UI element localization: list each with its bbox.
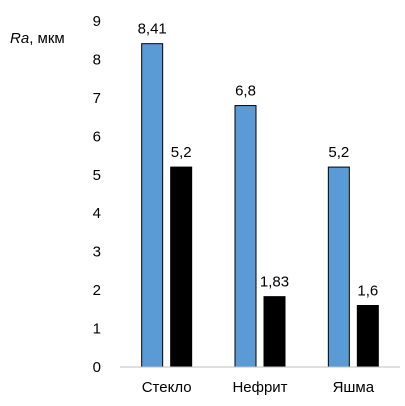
- data-label-Нефрит-series-1: 6,8: [235, 83, 256, 100]
- y-axis-label: Ra, мкм: [10, 30, 65, 47]
- y-tick-label-6: 6: [93, 128, 101, 145]
- data-label-Яшма-series-1: 5,2: [328, 144, 349, 161]
- bar-Нефрит-series-1: [234, 105, 257, 368]
- y-tick-label-3: 3: [93, 244, 101, 261]
- y-tick-label-5: 5: [93, 167, 101, 184]
- y-tick-label-4: 4: [93, 205, 101, 222]
- y-tick-label-8: 8: [93, 51, 101, 68]
- x-tick-label-1: Нефрит: [232, 379, 287, 396]
- bar-Яшма-series-1: [327, 166, 350, 368]
- data-label-Стекло-series-2: 5,2: [171, 144, 192, 161]
- bar-Стекло-series-2: [170, 166, 193, 368]
- y-tick-label-9: 9: [93, 13, 101, 30]
- x-tick-label-2: Яшма: [333, 379, 375, 396]
- bar-Яшма-series-2: [356, 304, 379, 368]
- y-tick-label-2: 2: [93, 282, 101, 299]
- y-tick-label-1: 1: [93, 321, 101, 338]
- bar-Нефрит-series-2: [263, 296, 286, 368]
- bar-Стекло-series-1: [141, 43, 164, 368]
- data-label-Нефрит-series-2: 1,83: [260, 274, 289, 291]
- data-label-Яшма-series-2: 1,6: [357, 282, 378, 299]
- y-tick-label-0: 0: [93, 359, 101, 376]
- x-tick-label-0: Стекло: [142, 379, 192, 396]
- y-tick-label-7: 7: [93, 90, 101, 107]
- y-axis-label-unit: , мкм: [29, 30, 65, 47]
- data-label-Стекло-series-1: 8,41: [138, 21, 167, 38]
- y-axis-label-symbol: Ra: [10, 30, 30, 47]
